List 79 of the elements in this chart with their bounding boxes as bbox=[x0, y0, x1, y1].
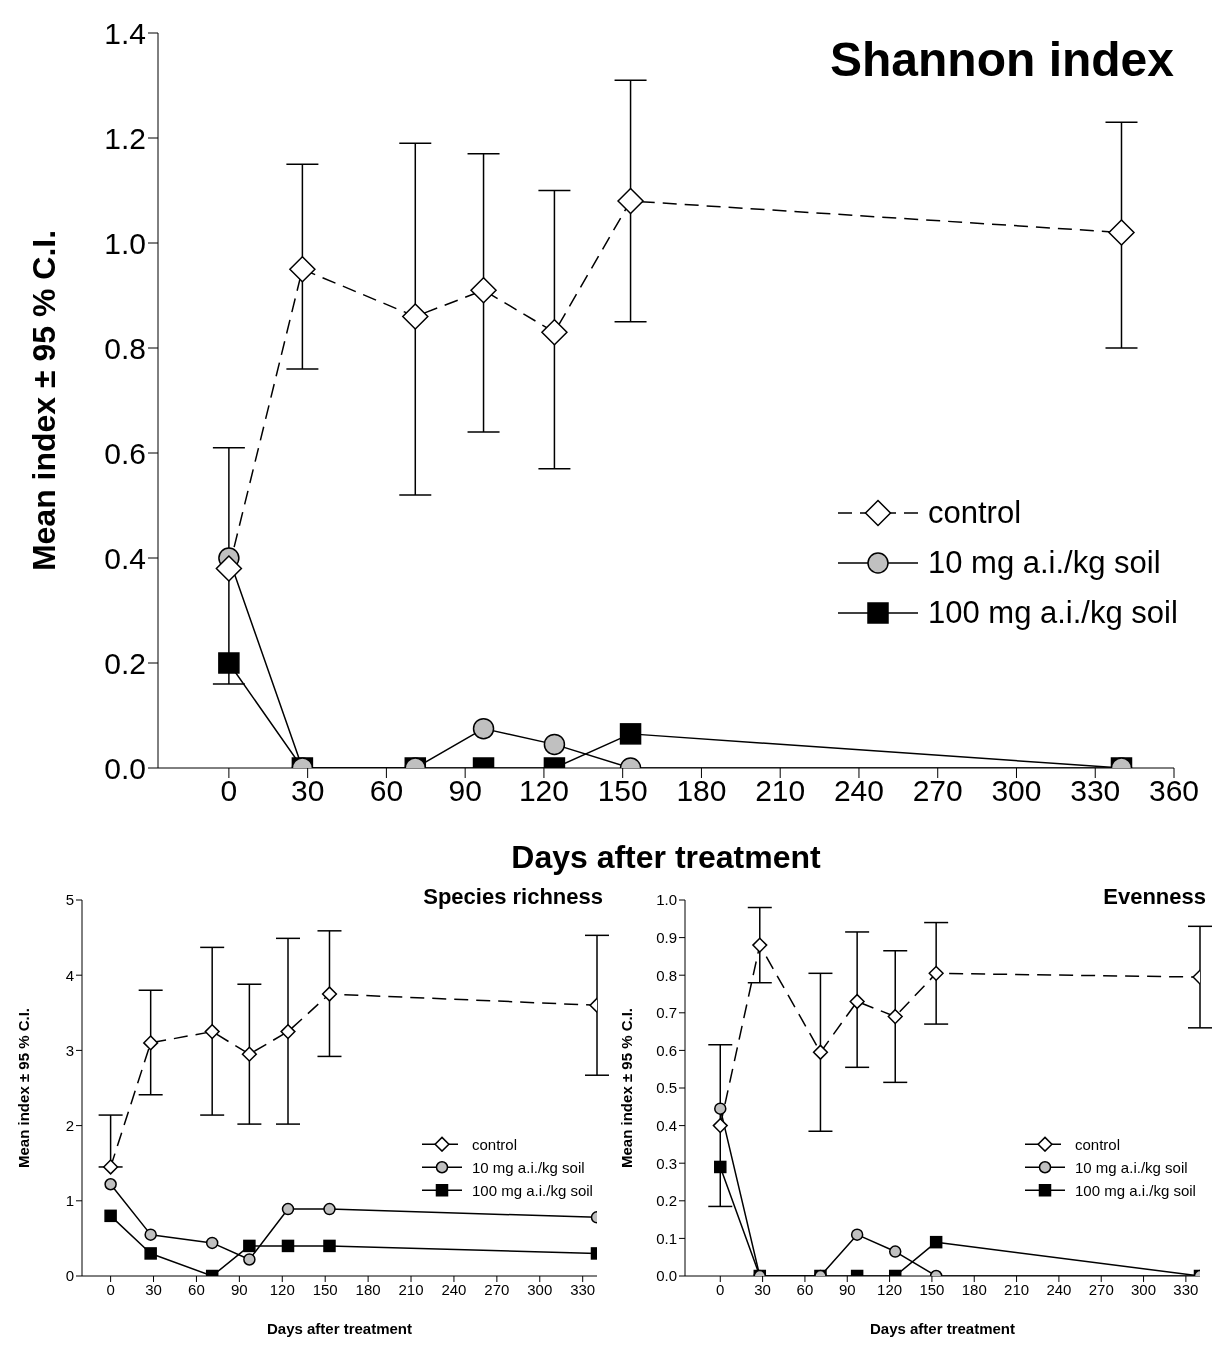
y-tick-label: 0.9 bbox=[656, 928, 677, 946]
y-axis-title: Mean index ± 95 % C.I. bbox=[26, 229, 63, 572]
x-tick-label: 240 bbox=[833, 774, 884, 808]
x-tick-label: 210 bbox=[398, 1280, 424, 1298]
y-tick-label: 1.0 bbox=[656, 891, 677, 909]
legend-label: control bbox=[1075, 1135, 1121, 1153]
legend-label: 100 mg a.i./kg soil bbox=[1075, 1181, 1196, 1199]
y-tick-label: 0.4 bbox=[104, 541, 146, 575]
x-tick-label: 270 bbox=[484, 1280, 510, 1298]
x-axis-title: Days after treatment bbox=[266, 1320, 413, 1337]
chart-title: Species richness bbox=[423, 884, 603, 910]
x-tick-label: 210 bbox=[755, 774, 806, 808]
legend-label: 100 mg a.i./kg soil bbox=[472, 1181, 593, 1199]
x-axis-title: Days after treatment bbox=[869, 1320, 1016, 1337]
x-tick-label: 60 bbox=[796, 1280, 814, 1298]
y-tick-label: 1.0 bbox=[104, 226, 146, 260]
y-axis-title: Mean index ± 95 % C.I. bbox=[618, 1008, 636, 1168]
legend-label: 10 mg a.i./kg soil bbox=[1075, 1158, 1188, 1176]
y-axis-title: Mean index ± 95 % C.I. bbox=[15, 1008, 33, 1168]
x-tick-label: 0 bbox=[716, 1280, 725, 1298]
x-tick-label: 240 bbox=[441, 1280, 467, 1298]
y-tick-label: 2 bbox=[65, 1116, 74, 1134]
y-tick-label: 0.8 bbox=[656, 966, 677, 984]
x-tick-label: 90 bbox=[838, 1280, 856, 1298]
x-tick-label: 90 bbox=[448, 774, 482, 808]
x-tick-label: 0 bbox=[220, 774, 238, 808]
y-tick-label: 0.6 bbox=[104, 436, 146, 470]
y-tick-label: 0.3 bbox=[656, 1154, 677, 1172]
x-tick-label: 30 bbox=[145, 1280, 162, 1298]
legend-label: 10 mg a.i./kg soil bbox=[927, 545, 1161, 582]
x-tick-label: 120 bbox=[269, 1280, 295, 1298]
y-tick-label: 0.0 bbox=[656, 1267, 677, 1285]
legend-label: control bbox=[927, 495, 1022, 532]
y-tick-label: 0.0 bbox=[104, 751, 146, 785]
legend-label: 100 mg a.i./kg soil bbox=[927, 595, 1178, 632]
x-tick-label: 30 bbox=[754, 1280, 771, 1298]
x-tick-label: 60 bbox=[369, 774, 404, 808]
x-axis-title: Days after treatment bbox=[511, 839, 822, 875]
x-tick-label: 180 bbox=[961, 1280, 987, 1298]
x-tick-label: 330 bbox=[570, 1280, 596, 1298]
x-tick-label: 150 bbox=[597, 774, 648, 808]
y-tick-label: 5 bbox=[65, 891, 74, 909]
x-tick-label: 270 bbox=[1088, 1280, 1114, 1298]
x-tick-label: 30 bbox=[290, 774, 325, 808]
x-tick-label: 60 bbox=[188, 1280, 205, 1298]
legend-label: control bbox=[472, 1135, 518, 1153]
x-tick-label: 360 bbox=[1148, 774, 1200, 808]
legend-label: 10 mg a.i./kg soil bbox=[472, 1158, 585, 1176]
x-tick-label: 330 bbox=[1173, 1280, 1199, 1298]
y-tick-label: 0.4 bbox=[656, 1116, 677, 1134]
y-tick-label: 1.2 bbox=[104, 121, 146, 155]
x-tick-label: 210 bbox=[1004, 1280, 1030, 1298]
x-tick-label: 120 bbox=[877, 1280, 903, 1298]
x-tick-label: 300 bbox=[527, 1280, 553, 1298]
x-tick-label: 90 bbox=[231, 1280, 248, 1298]
x-tick-label: 150 bbox=[312, 1280, 338, 1298]
y-tick-label: 0.1 bbox=[656, 1229, 677, 1247]
x-tick-label: 180 bbox=[676, 774, 727, 808]
y-tick-label: 1.4 bbox=[104, 16, 146, 50]
x-tick-label: 300 bbox=[1131, 1280, 1157, 1298]
y-tick-label: 0.2 bbox=[656, 1192, 677, 1210]
y-tick-label: 0.7 bbox=[656, 1004, 677, 1022]
y-tick-label: 0.5 bbox=[656, 1079, 677, 1097]
y-tick-label: 0.8 bbox=[104, 331, 146, 365]
x-tick-label: 330 bbox=[1070, 774, 1121, 808]
y-tick-label: 1 bbox=[65, 1192, 74, 1210]
x-tick-label: 300 bbox=[991, 774, 1042, 808]
x-tick-label: 240 bbox=[1046, 1280, 1072, 1298]
x-tick-label: 120 bbox=[518, 774, 569, 808]
y-tick-label: 0 bbox=[65, 1267, 74, 1285]
chart-title: Evenness bbox=[1103, 884, 1206, 910]
x-tick-label: 270 bbox=[912, 774, 963, 808]
y-tick-label: 3 bbox=[65, 1041, 74, 1059]
x-tick-label: 180 bbox=[355, 1280, 381, 1298]
x-tick-label: 150 bbox=[919, 1280, 945, 1298]
y-tick-label: 0.2 bbox=[104, 646, 146, 680]
chart-title: Shannon index bbox=[829, 32, 1174, 87]
y-tick-label: 0.6 bbox=[656, 1041, 677, 1059]
y-tick-label: 4 bbox=[65, 966, 74, 984]
